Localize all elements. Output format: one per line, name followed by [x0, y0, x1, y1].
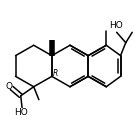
Text: HO: HO	[109, 21, 123, 30]
Text: R: R	[53, 69, 58, 78]
Text: O: O	[6, 82, 13, 91]
Text: HO: HO	[14, 108, 28, 117]
